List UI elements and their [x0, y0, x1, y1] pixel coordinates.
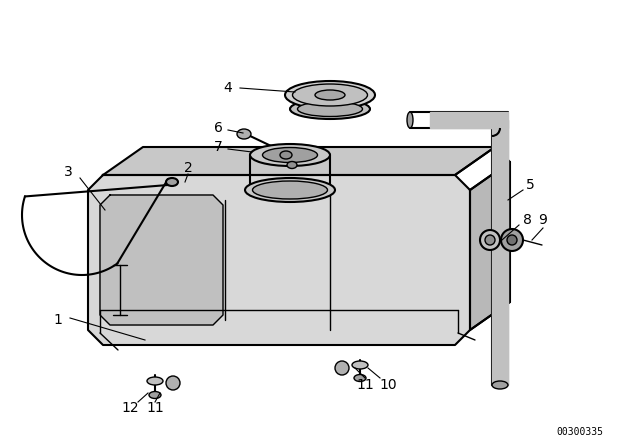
Text: 9: 9 [539, 213, 547, 227]
Polygon shape [100, 195, 223, 325]
Ellipse shape [492, 381, 508, 389]
Text: 4: 4 [223, 81, 232, 95]
Ellipse shape [149, 392, 161, 399]
Polygon shape [88, 175, 470, 345]
Circle shape [335, 361, 349, 375]
Ellipse shape [245, 178, 335, 202]
Text: 3: 3 [63, 165, 72, 179]
Ellipse shape [354, 375, 366, 382]
Ellipse shape [315, 90, 345, 100]
Circle shape [485, 235, 495, 245]
Circle shape [166, 376, 180, 390]
Text: 10: 10 [379, 378, 397, 392]
Ellipse shape [285, 81, 375, 109]
Ellipse shape [253, 181, 328, 199]
Polygon shape [492, 120, 508, 385]
Ellipse shape [280, 151, 292, 159]
Text: 00300335: 00300335 [557, 427, 604, 437]
Polygon shape [103, 147, 495, 175]
Text: 5: 5 [525, 178, 534, 192]
Ellipse shape [298, 102, 362, 116]
Ellipse shape [262, 147, 317, 163]
Text: 11: 11 [146, 401, 164, 415]
Text: 1: 1 [54, 313, 63, 327]
Text: 11: 11 [356, 378, 374, 392]
Ellipse shape [237, 129, 251, 139]
Ellipse shape [292, 84, 367, 106]
Polygon shape [470, 162, 510, 330]
Ellipse shape [290, 99, 370, 119]
Text: 6: 6 [214, 121, 223, 135]
Circle shape [501, 229, 523, 251]
Text: 12: 12 [121, 401, 139, 415]
Circle shape [507, 235, 517, 245]
Ellipse shape [250, 144, 330, 166]
Text: 8: 8 [523, 213, 531, 227]
Ellipse shape [352, 361, 368, 369]
Ellipse shape [166, 178, 178, 186]
Ellipse shape [407, 112, 413, 128]
Text: 2: 2 [184, 161, 193, 175]
Ellipse shape [147, 377, 163, 385]
Text: 7: 7 [214, 140, 222, 154]
Polygon shape [430, 112, 508, 128]
Circle shape [480, 230, 500, 250]
Ellipse shape [287, 161, 297, 168]
